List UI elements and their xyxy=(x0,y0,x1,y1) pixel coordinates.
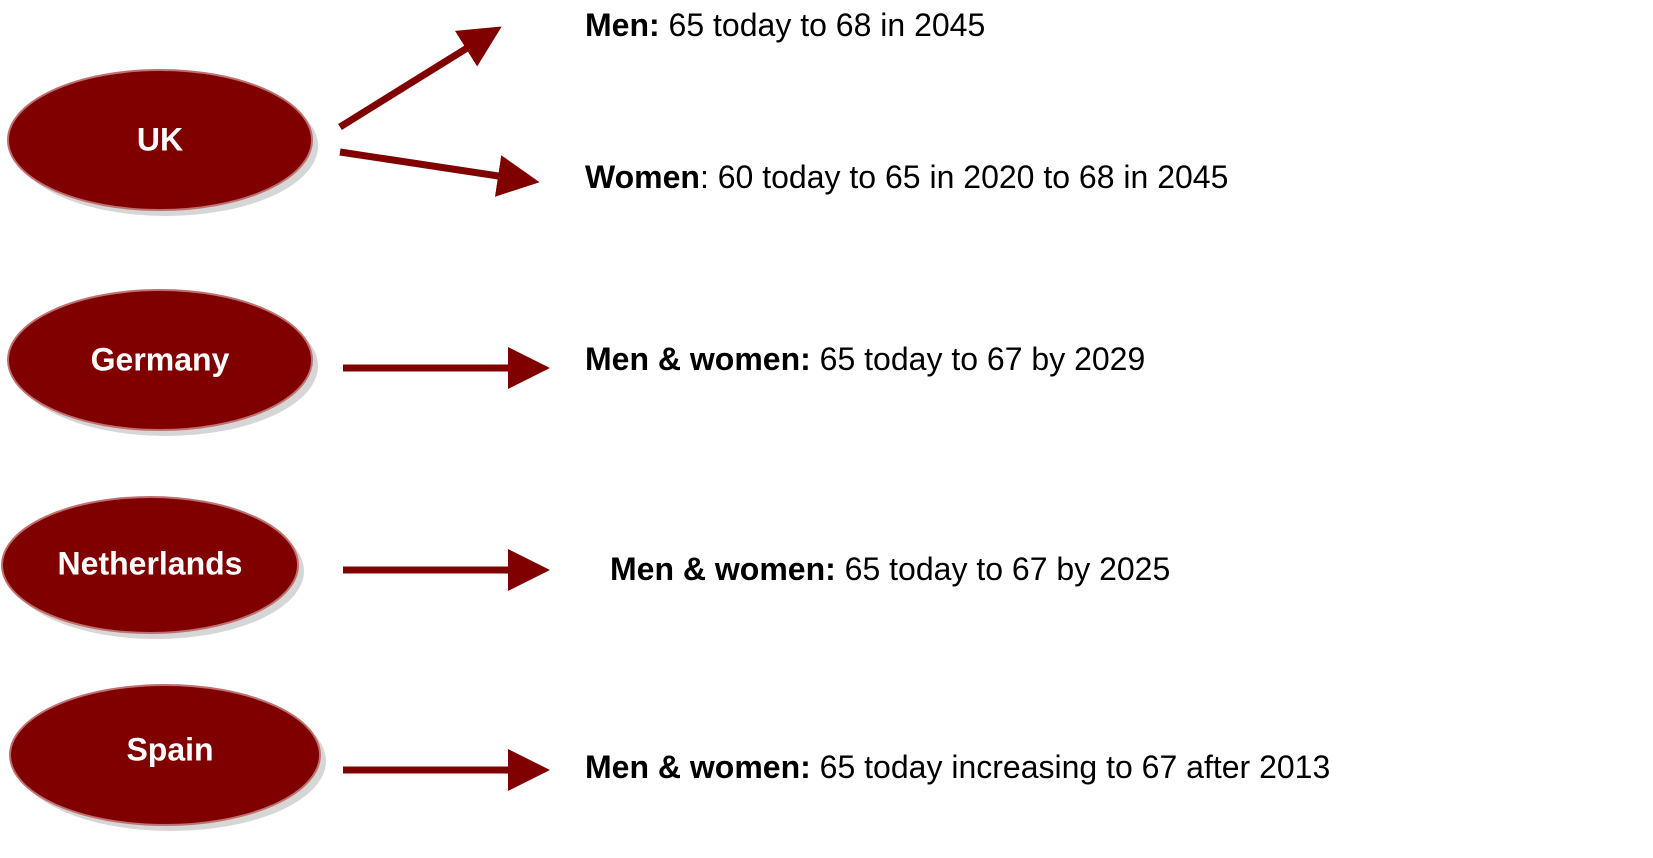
arrow xyxy=(339,148,540,197)
node-label: UK xyxy=(137,121,183,157)
node-uk: UK xyxy=(7,69,318,216)
statement: Men & women: 65 today to 67 by 2025 xyxy=(610,551,1170,587)
node-label: Germany xyxy=(91,341,230,377)
node-netherlands: Netherlands xyxy=(1,496,304,639)
arrows xyxy=(338,26,550,791)
node-label: Netherlands xyxy=(58,545,243,581)
node-germany: Germany xyxy=(7,289,318,436)
node-label: Spain xyxy=(126,731,213,767)
arrow xyxy=(338,26,502,130)
statement: Men & women: 65 today increasing to 67 a… xyxy=(585,749,1330,785)
statement: Men & women: 65 today to 67 by 2029 xyxy=(585,341,1145,377)
statement: Women: 60 today to 65 in 2020 to 68 in 2… xyxy=(585,159,1228,195)
node-spain: Spain xyxy=(9,684,326,831)
statement: Men: 65 today to 68 in 2045 xyxy=(585,7,985,43)
